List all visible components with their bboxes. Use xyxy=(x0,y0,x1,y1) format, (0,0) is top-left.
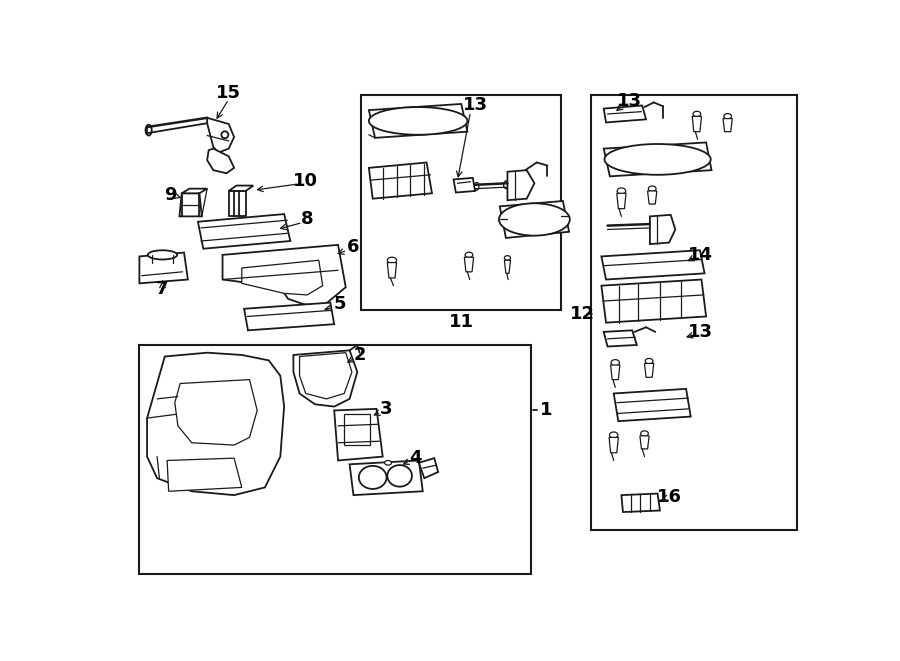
Ellipse shape xyxy=(609,432,618,438)
Polygon shape xyxy=(464,257,473,272)
Polygon shape xyxy=(147,353,284,495)
Polygon shape xyxy=(418,458,438,478)
Polygon shape xyxy=(604,330,637,346)
Bar xyxy=(344,414,371,445)
Ellipse shape xyxy=(474,182,479,190)
Polygon shape xyxy=(293,350,357,407)
Ellipse shape xyxy=(605,144,711,175)
Text: 7: 7 xyxy=(157,280,168,297)
Polygon shape xyxy=(601,280,706,323)
Ellipse shape xyxy=(504,181,508,188)
Ellipse shape xyxy=(387,257,397,263)
Polygon shape xyxy=(508,170,535,200)
Polygon shape xyxy=(616,193,626,209)
Text: 12: 12 xyxy=(571,305,596,323)
Polygon shape xyxy=(300,353,352,399)
Text: 6: 6 xyxy=(347,238,360,256)
Text: 13: 13 xyxy=(463,97,488,114)
Polygon shape xyxy=(167,458,242,491)
Polygon shape xyxy=(640,436,649,449)
Ellipse shape xyxy=(465,253,472,258)
Polygon shape xyxy=(621,494,660,512)
Text: 4: 4 xyxy=(409,449,421,467)
Polygon shape xyxy=(601,251,705,280)
Text: 2: 2 xyxy=(354,346,366,364)
Polygon shape xyxy=(242,260,322,295)
Ellipse shape xyxy=(384,461,392,465)
Polygon shape xyxy=(500,201,569,238)
Ellipse shape xyxy=(359,466,387,489)
Ellipse shape xyxy=(648,186,656,191)
Polygon shape xyxy=(644,364,653,377)
Polygon shape xyxy=(207,118,234,153)
Ellipse shape xyxy=(387,465,412,486)
Polygon shape xyxy=(604,106,646,122)
Ellipse shape xyxy=(693,111,701,116)
Bar xyxy=(590,95,797,529)
Ellipse shape xyxy=(611,360,619,366)
Text: 8: 8 xyxy=(301,210,313,229)
Polygon shape xyxy=(610,365,620,379)
Text: 9: 9 xyxy=(164,186,176,204)
Ellipse shape xyxy=(724,114,732,119)
Polygon shape xyxy=(179,193,202,216)
Polygon shape xyxy=(222,245,346,307)
Text: 11: 11 xyxy=(449,313,473,331)
Polygon shape xyxy=(140,253,188,284)
Polygon shape xyxy=(369,163,432,199)
Ellipse shape xyxy=(146,125,152,136)
Text: 5: 5 xyxy=(333,295,346,313)
Ellipse shape xyxy=(617,188,626,194)
Polygon shape xyxy=(334,409,382,461)
Polygon shape xyxy=(650,215,675,244)
Text: 14: 14 xyxy=(688,246,713,264)
Polygon shape xyxy=(244,303,334,330)
Polygon shape xyxy=(604,143,712,176)
Polygon shape xyxy=(454,178,475,192)
Polygon shape xyxy=(229,186,254,191)
Polygon shape xyxy=(723,118,733,132)
Ellipse shape xyxy=(641,431,648,436)
Text: 13: 13 xyxy=(616,92,642,110)
Polygon shape xyxy=(369,104,467,138)
Text: 10: 10 xyxy=(293,172,319,190)
Polygon shape xyxy=(504,260,510,274)
Polygon shape xyxy=(692,116,701,132)
Bar xyxy=(140,345,530,574)
Ellipse shape xyxy=(499,204,570,235)
Polygon shape xyxy=(614,389,690,421)
Polygon shape xyxy=(229,191,246,216)
Text: 16: 16 xyxy=(657,488,681,506)
Ellipse shape xyxy=(148,251,177,260)
Polygon shape xyxy=(609,438,618,453)
Text: 1: 1 xyxy=(540,401,553,420)
Text: 3: 3 xyxy=(380,400,392,418)
Text: 13: 13 xyxy=(688,323,713,341)
Ellipse shape xyxy=(645,358,653,364)
Polygon shape xyxy=(349,461,423,495)
Bar xyxy=(361,95,562,310)
Polygon shape xyxy=(648,191,657,204)
Polygon shape xyxy=(198,214,291,249)
Polygon shape xyxy=(207,149,234,173)
Polygon shape xyxy=(182,188,207,193)
Polygon shape xyxy=(387,262,397,278)
Text: 15: 15 xyxy=(216,84,241,102)
Ellipse shape xyxy=(504,256,510,260)
Ellipse shape xyxy=(221,132,229,138)
Polygon shape xyxy=(175,379,257,445)
Ellipse shape xyxy=(369,107,467,135)
